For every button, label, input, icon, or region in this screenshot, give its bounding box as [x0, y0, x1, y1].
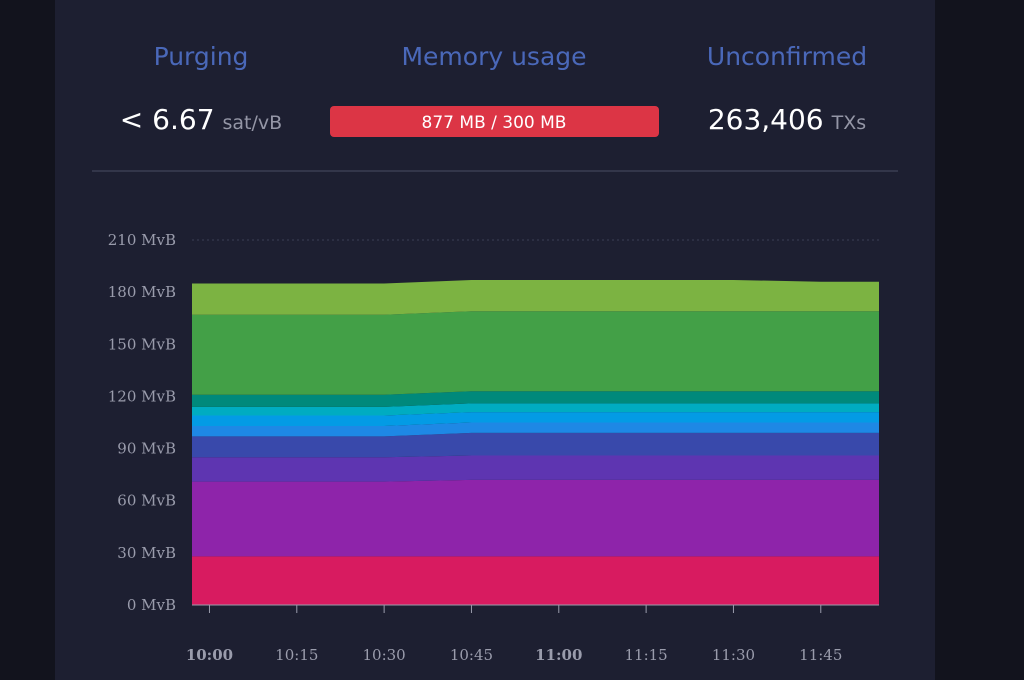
area — [192, 391, 879, 407]
x-tick-label: 11:30 — [712, 646, 755, 664]
area — [192, 279, 879, 315]
stat-title: Purging — [154, 42, 249, 71]
area — [192, 403, 879, 416]
area — [192, 432, 879, 458]
y-tick-label: 180 MvB — [108, 283, 176, 301]
x-tick-label: 11:00 — [535, 646, 582, 664]
stat-title: Unconfirmed — [707, 42, 867, 71]
area — [192, 455, 879, 482]
area — [192, 556, 879, 605]
area-layer — [192, 279, 879, 605]
y-tick-label: 210 MvB — [108, 231, 176, 249]
y-tick-label: 0 MvB — [127, 596, 176, 614]
stat-unit: TXs — [831, 112, 867, 134]
stat-value-group: < 6.67 sat/vB — [120, 103, 282, 136]
area — [192, 479, 879, 557]
x-tick-label: 11:15 — [625, 646, 668, 664]
area — [192, 412, 879, 426]
y-tick-label: 150 MvB — [108, 335, 176, 353]
y-tick-label: 60 MvB — [117, 492, 176, 510]
stat-title: Memory usage — [401, 42, 586, 71]
y-tick-label: 90 MvB — [117, 440, 176, 458]
stat-unit: sat/vB — [223, 112, 283, 134]
x-tick-label: 10:30 — [363, 646, 406, 664]
stat-value: 263,406 — [708, 103, 824, 136]
stat-value: < 6.67 — [120, 103, 215, 136]
x-tick-label: 10:45 — [450, 646, 493, 664]
y-tick-label: 30 MvB — [117, 544, 176, 562]
x-tick-label: 10:00 — [186, 646, 233, 664]
x-tick-label: 10:15 — [275, 646, 318, 664]
stat-value-group: 263,406 TXs — [708, 103, 866, 136]
y-tick-label: 120 MvB — [108, 387, 176, 405]
memory-bar — [330, 106, 659, 137]
area — [192, 311, 879, 395]
axis-layer: 0 MvB 30 MvB 60 MvB 90 MvB 120 MvB 150 MvB 180… — [108, 231, 879, 664]
memory-value: 877 MB / 300 MB — [422, 113, 567, 133]
x-tick-label: 11:45 — [799, 646, 842, 664]
